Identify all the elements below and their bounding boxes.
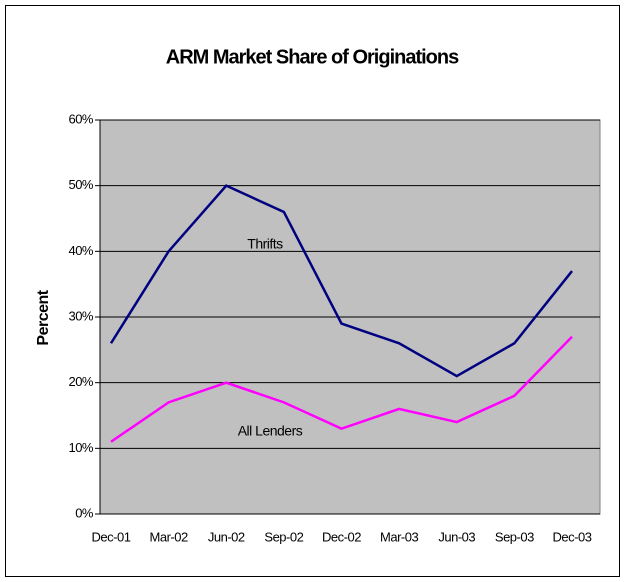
chart-title: ARM Market Share of Originations: [166, 46, 459, 68]
y-tick-label: 30%: [68, 308, 93, 323]
x-tick-label: Dec-01: [92, 529, 131, 544]
x-tick-label: Jun-03: [438, 529, 475, 544]
x-tick-label: Sep-02: [264, 529, 303, 544]
series-label: Thrifts: [247, 236, 283, 252]
y-tick-label: 60%: [68, 111, 93, 126]
x-tick-label: Mar-02: [150, 529, 188, 544]
y-tick-label: 20%: [68, 374, 93, 389]
series-line: [110, 335, 573, 443]
series-label: All Lenders: [238, 423, 303, 439]
series-line: [109, 184, 573, 378]
y-tick-label: 40%: [68, 243, 93, 258]
y-tick-label: 0%: [75, 505, 94, 520]
x-tick-label: Dec-02: [322, 529, 361, 544]
y-axis-title: Percent: [35, 289, 52, 345]
x-tick-label: Dec-03: [553, 529, 592, 544]
x-tick-label: Mar-03: [380, 529, 418, 544]
x-tick-label: Sep-03: [495, 529, 534, 544]
y-tick-label: 10%: [68, 440, 93, 455]
x-tick-label: Jun-02: [208, 529, 245, 544]
y-tick-label: 50%: [68, 177, 93, 192]
